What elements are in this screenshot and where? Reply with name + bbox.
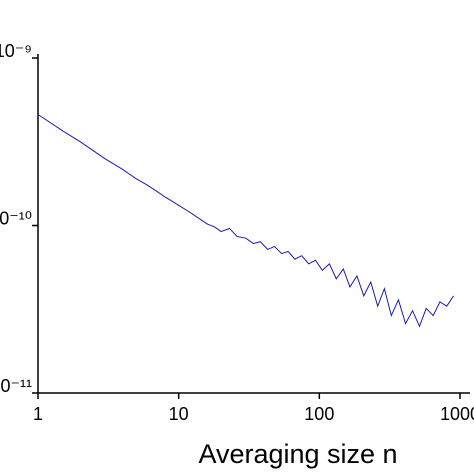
y-tick-label: 10⁻¹⁰ — [0, 208, 32, 228]
x-tick-label: 1 — [33, 404, 43, 424]
x-tick-label: 10 — [169, 404, 189, 424]
data-line — [37, 114, 454, 328]
x-tick-label: 100 — [304, 404, 334, 424]
y-tick-label: 10⁻¹¹ — [0, 376, 32, 396]
x-tick-label: 1000 — [440, 404, 474, 424]
y-tick-label: 10⁻⁹ — [0, 41, 32, 61]
x-axis-label: Averaging size n — [198, 439, 397, 469]
